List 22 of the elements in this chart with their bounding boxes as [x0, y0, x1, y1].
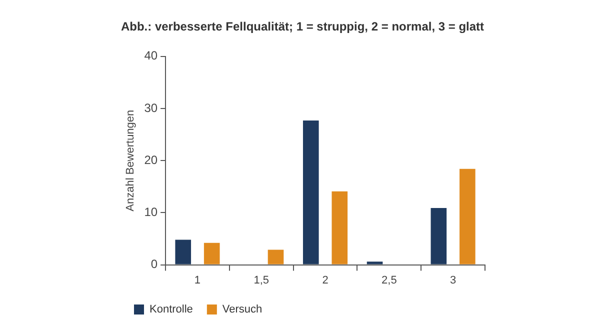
legend-label: Kontrolle — [150, 304, 193, 316]
x-tick-label: 2 — [322, 274, 328, 286]
bar — [430, 208, 447, 264]
x-tick-label: 3 — [450, 274, 456, 286]
legend-label: Versuch — [222, 304, 262, 316]
chart-title: Abb.: verbesserte Fellqualität; 1 = struppig, 2 = normal, 3 = glatt — [120, 20, 484, 34]
bar — [175, 240, 192, 264]
bar — [460, 168, 476, 264]
y-tick-label: 40 — [144, 48, 158, 63]
y-tick-label: 10 — [144, 205, 158, 220]
y-tick-label: 20 — [144, 152, 158, 167]
bar — [332, 191, 348, 264]
x-tick-label: 1,5 — [254, 274, 270, 286]
x-tick-label: 1 — [194, 274, 201, 286]
bar — [302, 120, 319, 264]
x-tick-label: 2,5 — [382, 274, 397, 286]
y-tick-label: 0 — [150, 257, 158, 272]
bar — [204, 242, 220, 264]
bar — [268, 250, 284, 264]
y-tick-label: 30 — [144, 100, 158, 115]
bar — [366, 262, 383, 264]
y-axis-title: Anzahl Bewertungen — [124, 110, 137, 212]
